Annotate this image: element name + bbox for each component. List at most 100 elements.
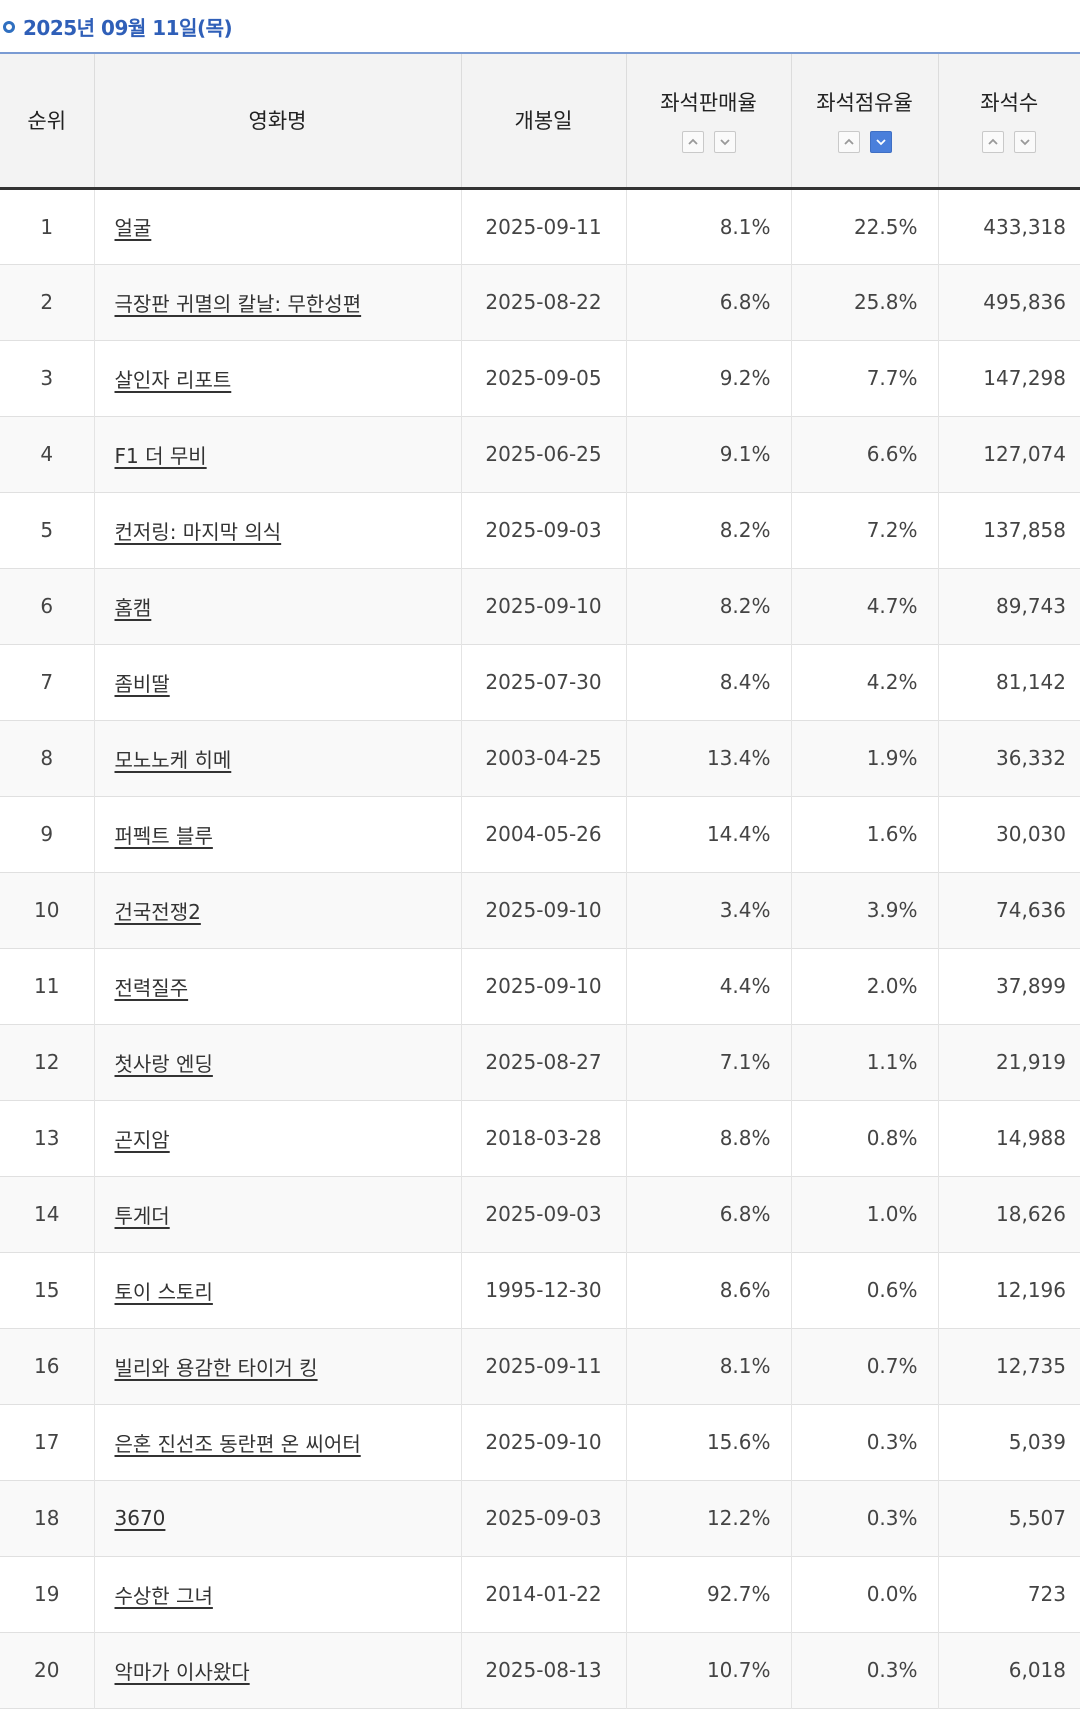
sales-rate-cell: 15.6% — [625, 1404, 792, 1480]
sort-asc-sales-rate-button[interactable] — [681, 131, 704, 154]
rank-cell: 17 — [0, 1404, 95, 1480]
rank-cell: 11 — [0, 948, 95, 1024]
share-rate-cell: 2.0% — [790, 948, 939, 1024]
movie-title-link[interactable]: 얼굴 — [114, 216, 152, 240]
sales-rate-cell: 8.2% — [625, 492, 792, 568]
share-rate-cell: 0.3% — [790, 1480, 939, 1556]
table-row: 1 얼굴 2025-09-11 8.1% 22.5% 433,318 — [0, 188, 1080, 264]
circle-bullet-icon — [3, 21, 15, 33]
sort-asc-share-rate-button[interactable] — [837, 131, 860, 154]
table-row: 15 토이 스토리 1995-12-30 8.6% 0.6% 12,196 — [0, 1252, 1080, 1328]
sales-rate-cell: 9.1% — [625, 416, 792, 492]
seats-cell: 147,298 — [937, 340, 1080, 416]
share-rate-cell: 22.5% — [790, 188, 939, 264]
table-row: 20 악마가 이사왔다 2025-08-13 10.7% 0.3% 6,018 — [0, 1632, 1080, 1708]
movie-title-link[interactable]: 모노노케 히메 — [114, 747, 232, 772]
share-rate-cell: 0.6% — [790, 1252, 939, 1328]
title-cell: 빌리와 용감한 타이거 킹 — [93, 1328, 462, 1404]
share-rate-cell: 0.8% — [790, 1100, 939, 1176]
share-rate-cell: 25.8% — [790, 264, 939, 340]
seats-cell: 81,142 — [937, 644, 1080, 720]
column-header-release: 개봉일 — [460, 53, 627, 188]
movie-title-link[interactable]: 3670 — [114, 1506, 166, 1530]
chevron-up-icon — [988, 138, 998, 145]
rank-cell: 13 — [0, 1100, 95, 1176]
table-row: 7 좀비딸 2025-07-30 8.4% 4.2% 81,142 — [0, 644, 1080, 720]
sales-rate-cell: 13.4% — [625, 720, 792, 796]
table-row: 18 3670 2025-09-03 12.2% 0.3% 5,507 — [0, 1480, 1080, 1556]
column-header-sales-rate: 좌석판매율 — [625, 53, 792, 188]
sales-rate-cell: 12.2% — [625, 1480, 792, 1556]
share-rate-cell: 6.6% — [790, 416, 939, 492]
rank-cell: 8 — [0, 720, 95, 796]
movie-title-link[interactable]: 좀비딸 — [114, 671, 170, 696]
share-rate-cell: 0.7% — [790, 1328, 939, 1404]
table-row: 4 F1 더 무비 2025-06-25 9.1% 6.6% 127,074 — [0, 416, 1080, 492]
sales-rate-cell: 4.4% — [625, 948, 792, 1024]
release-date-cell: 2025-09-05 — [460, 340, 627, 416]
title-cell: 3670 — [93, 1480, 462, 1556]
release-date-cell: 2025-09-11 — [460, 1328, 627, 1404]
movie-title-link[interactable]: 수상한 그녀 — [114, 1583, 213, 1608]
table-row: 8 모노노케 히메 2003-04-25 13.4% 1.9% 36,332 — [0, 720, 1080, 796]
sales-rate-cell: 9.2% — [625, 340, 792, 416]
share-rate-cell: 3.9% — [790, 872, 939, 948]
movie-title-link[interactable]: 은혼 진선조 동란편 온 씨어터 — [114, 1431, 361, 1456]
share-rate-cell: 7.7% — [790, 340, 939, 416]
seats-cell: 18,626 — [937, 1176, 1080, 1252]
seats-cell: 495,836 — [937, 264, 1080, 340]
rank-cell: 18 — [0, 1480, 95, 1556]
release-date-cell: 2004-05-26 — [460, 796, 627, 872]
rank-cell: 4 — [0, 416, 95, 492]
movie-title-link[interactable]: 전력질주 — [114, 975, 189, 1000]
chevron-up-icon — [843, 138, 854, 145]
sales-rate-cell: 6.8% — [625, 264, 792, 340]
movie-title-link[interactable]: 극장판 귀멸의 칼날: 무한성편 — [114, 291, 362, 316]
movie-title-link[interactable]: 컨저링: 마지막 의식 — [114, 519, 282, 544]
movie-title-link[interactable]: 퍼펙트 블루 — [114, 823, 213, 848]
release-date-cell: 2025-08-13 — [460, 1632, 627, 1708]
movie-title-link[interactable]: 건국전쟁2 — [114, 899, 201, 924]
release-date-cell: 2025-07-30 — [460, 644, 627, 720]
table-row: 19 수상한 그녀 2014-01-22 92.7% 0.0% 723 — [0, 1556, 1080, 1632]
movie-title-link[interactable]: 곤지암 — [114, 1127, 170, 1152]
title-cell: 수상한 그녀 — [93, 1556, 462, 1632]
column-header-title: 영화명 — [93, 53, 462, 188]
release-date-cell: 2025-09-03 — [460, 1480, 627, 1556]
table-row: 10 건국전쟁2 2025-09-10 3.4% 3.9% 74,636 — [0, 872, 1080, 948]
title-cell: 전력질주 — [93, 948, 462, 1024]
sort-asc-seats-button[interactable] — [982, 131, 1005, 154]
title-cell: 좀비딸 — [93, 644, 462, 720]
seats-cell: 37,899 — [937, 948, 1080, 1024]
sort-desc-share-rate-button[interactable] — [869, 131, 892, 154]
rank-cell: 10 — [0, 872, 95, 948]
release-date-cell: 2025-06-25 — [460, 416, 627, 492]
rank-cell: 1 — [0, 188, 95, 264]
sort-desc-seats-button[interactable] — [1014, 131, 1037, 154]
chevron-up-icon — [687, 138, 698, 145]
seats-cell: 89,743 — [937, 568, 1080, 644]
movie-title-link[interactable]: 투게더 — [114, 1203, 170, 1228]
seats-cell: 127,074 — [937, 416, 1080, 492]
movie-title-link[interactable]: 홈캠 — [114, 595, 152, 620]
share-rate-cell: 1.9% — [790, 720, 939, 796]
table-row: 14 투게더 2025-09-03 6.8% 1.0% 18,626 — [0, 1176, 1080, 1252]
rank-cell: 14 — [0, 1176, 95, 1252]
movie-title-link[interactable]: 토이 스토리 — [114, 1279, 213, 1304]
movie-title-link[interactable]: F1 더 무비 — [114, 443, 207, 468]
release-date-cell: 2025-09-10 — [460, 872, 627, 948]
title-cell: 컨저링: 마지막 의식 — [93, 492, 462, 568]
rank-cell: 16 — [0, 1328, 95, 1404]
movie-title-link[interactable]: 빌리와 용감한 타이거 킹 — [114, 1355, 318, 1380]
sort-desc-sales-rate-button[interactable] — [713, 131, 736, 154]
chevron-down-icon — [719, 139, 730, 146]
title-cell: 살인자 리포트 — [93, 340, 462, 416]
table-row: 12 첫사랑 엔딩 2025-08-27 7.1% 1.1% 21,919 — [0, 1024, 1080, 1100]
table-row: 11 전력질주 2025-09-10 4.4% 2.0% 37,899 — [0, 948, 1080, 1024]
share-rate-cell: 4.2% — [790, 644, 939, 720]
release-date-cell: 2014-01-22 — [460, 1556, 627, 1632]
table-row: 5 컨저링: 마지막 의식 2025-09-03 8.2% 7.2% 137,8… — [0, 492, 1080, 568]
movie-title-link[interactable]: 살인자 리포트 — [114, 367, 232, 392]
movie-title-link[interactable]: 첫사랑 엔딩 — [114, 1051, 213, 1076]
movie-title-link[interactable]: 악마가 이사왔다 — [114, 1659, 250, 1684]
